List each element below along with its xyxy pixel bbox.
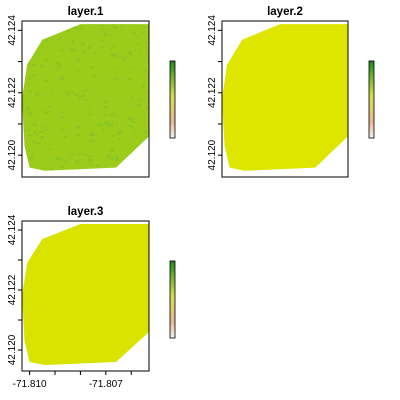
panel-title: layer.3	[68, 206, 104, 218]
panel-frame	[21, 20, 150, 178]
raster-texture	[228, 32, 348, 171]
color-legend-bar	[169, 60, 176, 139]
y-tick-label: 42.120	[7, 139, 18, 170]
raster-image	[22, 224, 149, 365]
panel-title: layer.1	[68, 6, 104, 18]
raster-texture	[23, 24, 149, 171]
y-tick-label: 42.124	[207, 15, 218, 46]
raster-image	[22, 24, 149, 171]
y-tick-label: 42.122	[7, 77, 18, 108]
panel-frame	[221, 20, 349, 178]
raster-extent	[222, 24, 348, 171]
y-tick-label: 42.120	[207, 139, 218, 170]
x-tick-label: -71.810	[13, 379, 47, 390]
y-tick-label: 42.124	[7, 214, 18, 245]
raster-extent	[22, 24, 149, 171]
x-tick-label: -71.807	[89, 379, 123, 390]
panel-title: layer.2	[267, 6, 303, 18]
panel-layer-2: layer.2 42.120 42.122 42.124	[207, 6, 375, 178]
panel-layer-1: layer.1 42.120 42.122 42.124	[7, 6, 176, 178]
y-tick-label: 42.122	[7, 274, 18, 305]
y-tick-label: 42.124	[7, 15, 18, 46]
panel-frame	[21, 220, 150, 372]
y-tick-label: 42.122	[207, 77, 218, 108]
color-legend-bar	[368, 60, 375, 139]
raster-image	[222, 24, 348, 171]
raster-extent	[22, 224, 149, 365]
panel-layer-3: layer.3 42.120 42.122 42.124 -71.810 -71.807	[7, 206, 176, 390]
color-legend-bar	[169, 260, 176, 339]
y-tick-label: 42.120	[7, 334, 18, 365]
